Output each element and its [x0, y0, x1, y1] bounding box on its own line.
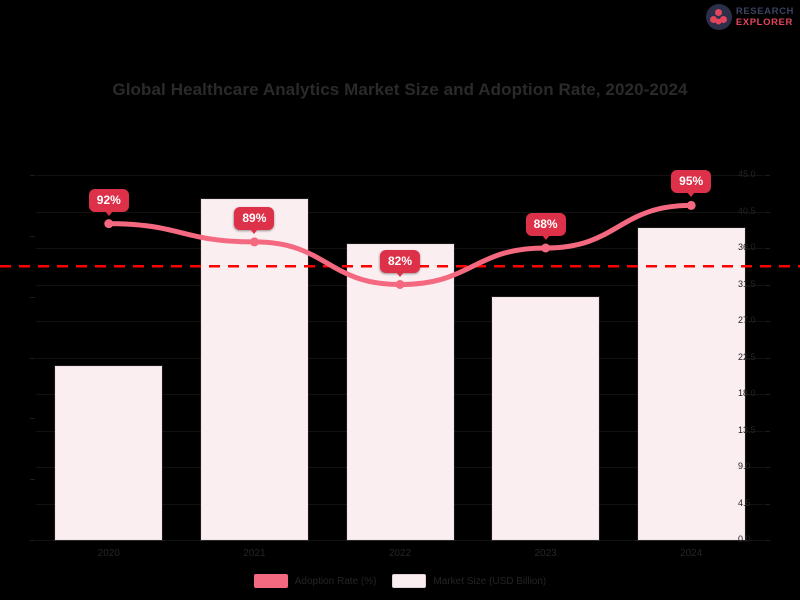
right-axis-tick — [765, 467, 770, 468]
x-axis-label: 2024 — [680, 548, 703, 559]
right-axis-tick — [765, 248, 770, 249]
left-axis-tick — [30, 479, 35, 481]
right-axis-label: 36.0 — [738, 242, 756, 252]
right-axis-tick — [765, 175, 770, 176]
right-axis-label: 18.0 — [738, 388, 756, 398]
x-axis-label: 2020 — [97, 548, 120, 559]
right-axis-label: 0.0 — [738, 534, 751, 544]
brand-logo-line1: RESEARCH — [735, 6, 794, 17]
legend-swatch — [392, 574, 427, 588]
chart-title: Global Healthcare Analytics Market Size … — [112, 80, 688, 99]
legend-label: Adoption Rate (%) — [294, 575, 377, 587]
gridline — [36, 175, 764, 176]
left-axis-tick — [30, 357, 35, 359]
x-axis-label: 2022 — [388, 548, 412, 559]
flower-circle-logo-icon — [705, 4, 732, 30]
right-axis-label: 4.5 — [738, 497, 751, 508]
bar[interactable] — [346, 243, 454, 540]
left-axis-tick — [30, 296, 35, 298]
right-axis-tick — [765, 394, 770, 395]
legend-item[interactable]: Adoption Rate (%) — [253, 574, 377, 588]
line-marker[interactable] — [686, 200, 696, 210]
right-axis-label: 45.0 — [738, 169, 756, 179]
right-axis-label: 27.0 — [738, 315, 756, 325]
right-axis-tick — [765, 321, 770, 322]
right-axis-tick — [765, 211, 770, 213]
brand-logo-line2: EXPLORER — [735, 16, 793, 28]
chart-legend: Adoption Rate (%) Market Size (USD Billio… — [0, 574, 800, 588]
right-axis-tick — [765, 430, 770, 432]
data-label: 89% — [234, 206, 275, 234]
x-axis-label: 2023 — [534, 548, 557, 559]
data-label: 95% — [671, 170, 712, 198]
bar[interactable] — [200, 199, 308, 540]
data-label: 82% — [379, 249, 421, 277]
line-marker[interactable] — [104, 219, 114, 229]
x-axis-label: 2021 — [243, 548, 266, 559]
data-label: 92% — [88, 188, 129, 216]
legend-swatch — [253, 574, 288, 588]
bar[interactable] — [637, 227, 745, 540]
legend-label: Market Size (USD Billion) — [433, 575, 547, 587]
left-axis-tick — [30, 235, 35, 237]
left-axis-tick — [30, 418, 35, 420]
gridline — [36, 211, 764, 213]
right-axis-tick — [765, 357, 770, 359]
right-axis-tick — [765, 540, 770, 541]
right-axis-label: 9.0 — [738, 461, 751, 471]
bar[interactable] — [55, 365, 163, 540]
right-axis-tick — [765, 284, 770, 286]
bar[interactable] — [492, 296, 600, 540]
gridline — [36, 540, 764, 541]
plot-area: 92% 89% 82% 88% 95% — [0, 170, 800, 541]
left-axis-tick — [30, 540, 35, 541]
right-axis-label: 22.5 — [738, 351, 756, 362]
legend-item[interactable]: Market Size (USD Billion) — [392, 574, 546, 588]
left-axis-tick — [30, 175, 35, 176]
right-axis-label: 31.5 — [738, 278, 756, 289]
brand-logo-text: RESEARCH EXPLORER — [736, 7, 794, 27]
brand-logo: RESEARCH EXPLORER — [705, 4, 794, 30]
right-axis-label: 13.5 — [738, 424, 756, 435]
right-axis-label: 40.5 — [738, 205, 756, 216]
data-label: 88% — [525, 213, 566, 240]
right-axis-tick — [765, 503, 770, 505]
